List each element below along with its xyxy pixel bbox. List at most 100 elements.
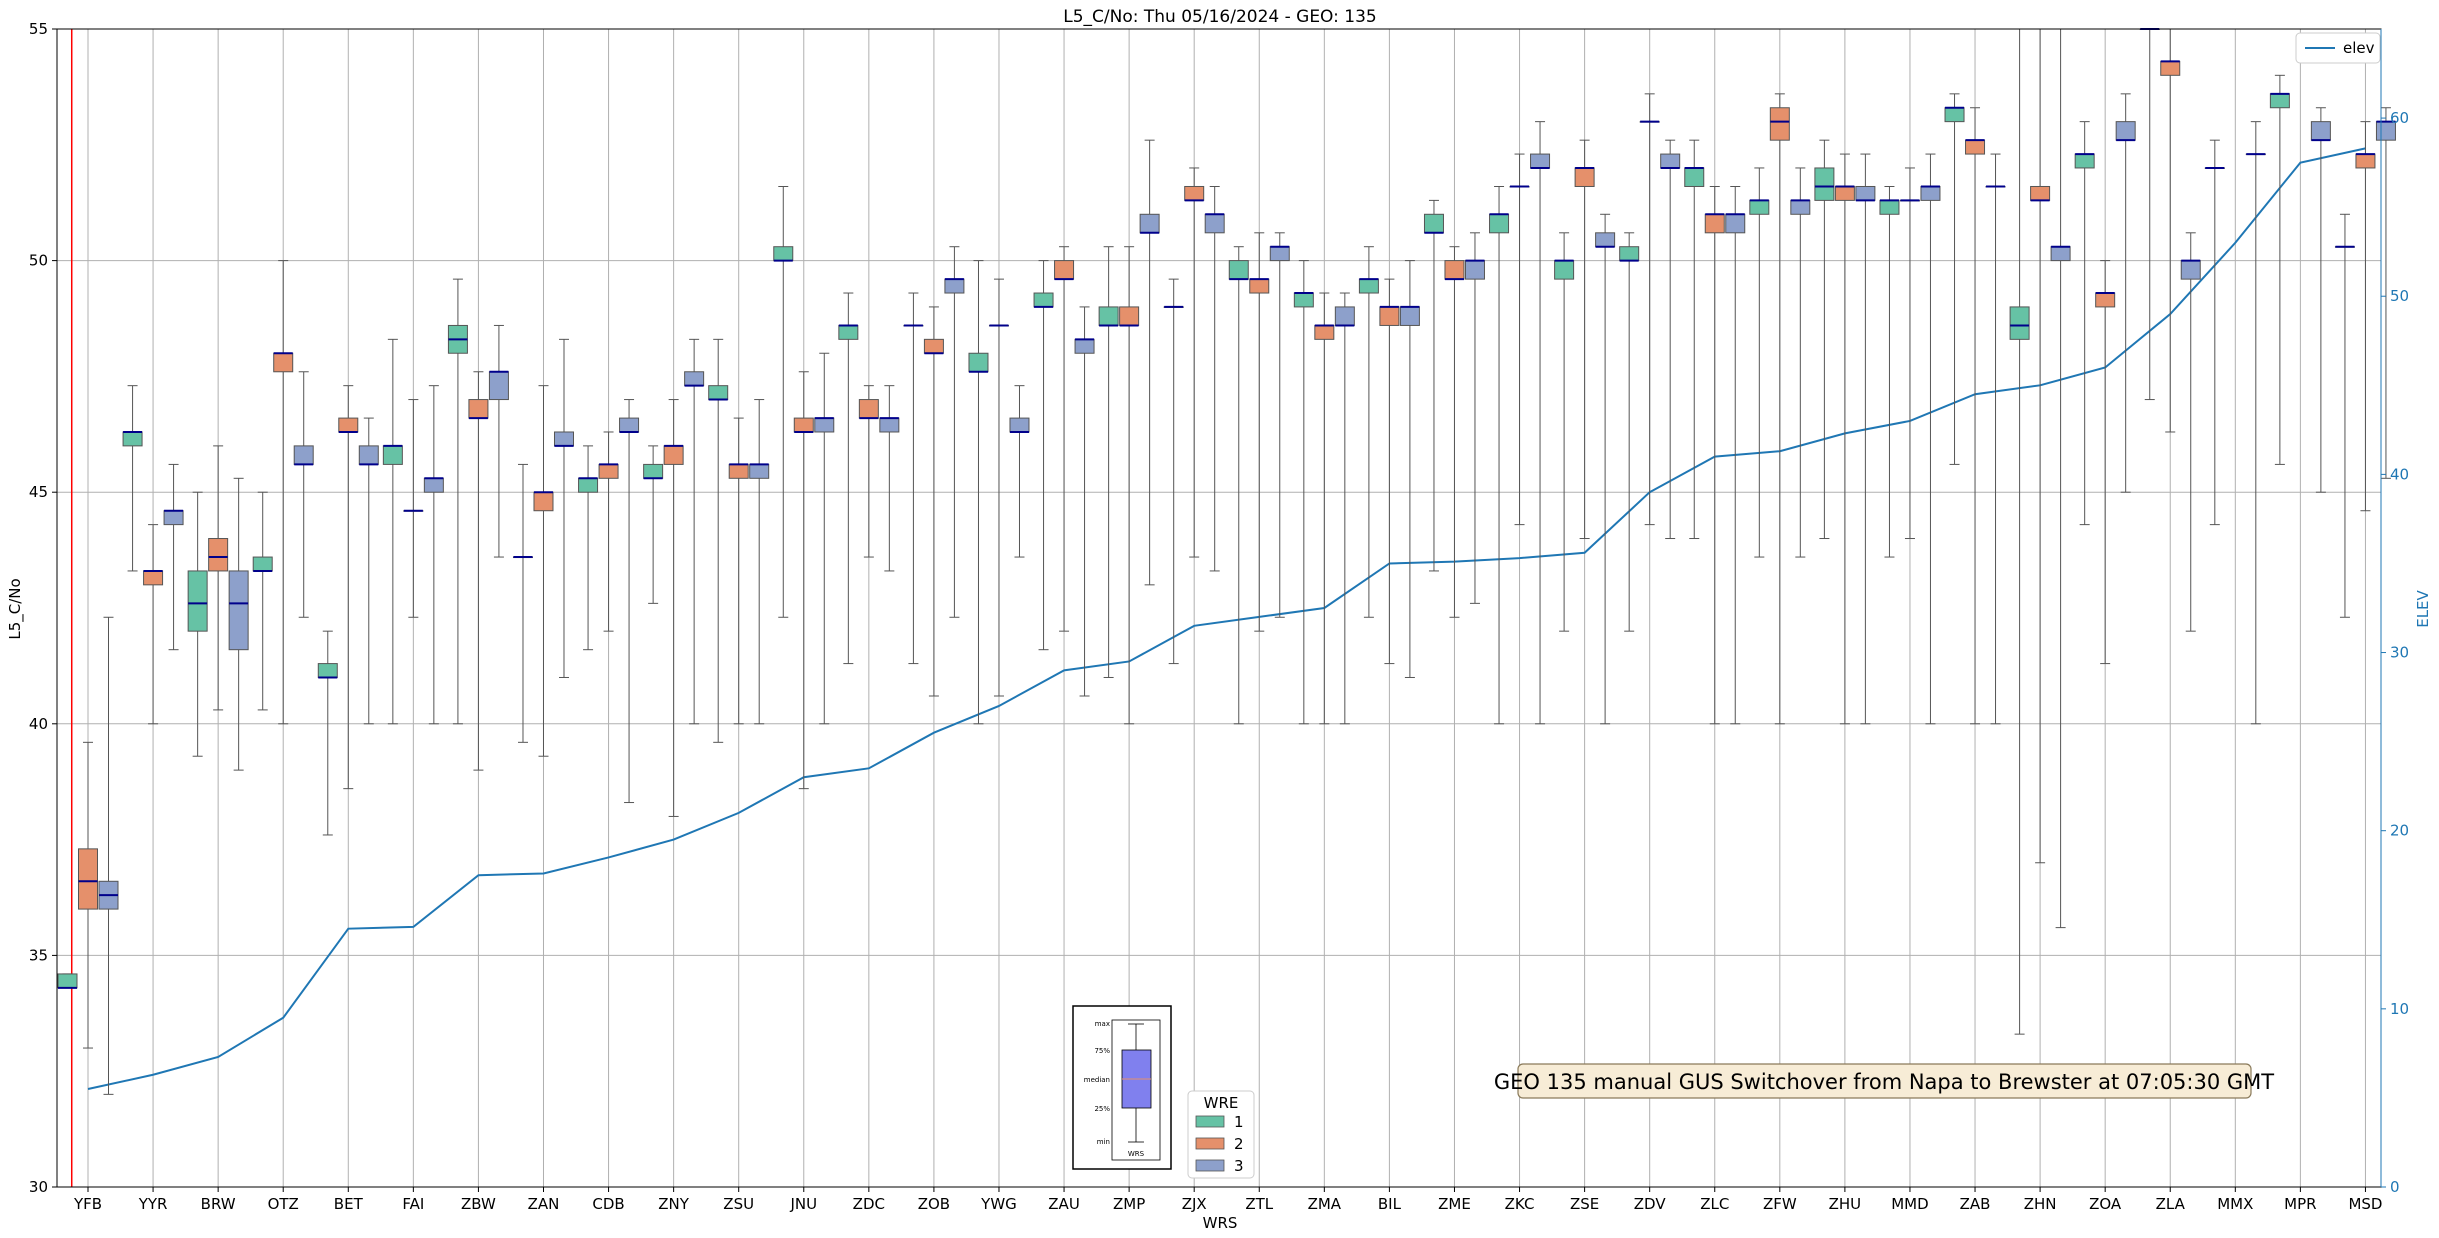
box-wre-3 [163,510,184,526]
box-wre-3 [814,417,835,433]
box-wre-1 [317,663,338,678]
key-label-median: median [1084,1076,1110,1084]
x-tick-label: ZLC [1700,1195,1729,1213]
box-wre-3 [1204,213,1225,234]
annotation-text: GEO 135 manual GUS Switchover from Napa … [1494,1070,2274,1094]
box-wre-1 [1619,246,1640,262]
x-tick-label: ZHN [2024,1195,2057,1213]
box-wre-3 [228,570,249,651]
box-wre-2 [1119,306,1140,326]
box-wre-1 [1879,199,1900,215]
x-tick-label: ZAN [528,1195,560,1213]
box-wre-2 [598,463,619,479]
x-tick-label: JNU [789,1195,817,1213]
box-wre-2 [858,399,879,419]
x-tick-label: ZTL [1245,1195,1273,1213]
x-tick-label: FAI [402,1195,424,1213]
box-wre-3 [684,371,705,387]
box-wre-3 [749,463,770,479]
box-wre-2 [1054,260,1075,280]
x-tick-label: ZMA [1308,1195,1342,1213]
x-tick-label: ZDV [1634,1195,1667,1213]
box-wre-3 [1595,232,1616,248]
box-wre-3 [553,431,574,447]
box-wre-1 [1293,292,1314,308]
box-wre-1 [773,246,794,262]
box-wre-3 [1139,213,1160,234]
y2-tick-label: 60 [2390,109,2409,127]
box-wre-1 [1814,167,1835,201]
box-wre-1 [2074,153,2095,169]
box-wre-2 [1704,213,1725,234]
box-wre-2 [533,491,554,512]
box-wre-3 [944,278,965,294]
box-wre-2 [468,399,489,419]
elev-series [87,147,2366,1090]
x-tick-label: CDB [592,1195,624,1213]
box-wre-2 [2160,60,2181,76]
box-wre-3 [2050,246,2071,262]
wre-legend-title: WRE [1204,1094,1239,1112]
x-tick-label: YFB [73,1195,102,1213]
x-tick-label: ZMP [1113,1195,1145,1213]
key-label-min: min [1097,1138,1110,1146]
box-wre-2 [2095,292,2116,308]
box-wre-3 [1074,338,1095,354]
box-wre-1 [578,477,599,493]
x-tick-label: MSD [2348,1195,2382,1213]
box-wre-1 [968,352,989,373]
box-wre-1 [1684,167,1705,187]
y-tick-label: 45 [29,483,48,501]
box-wre-1 [1358,278,1379,294]
y-tick-label: 40 [29,715,48,733]
box-wre-2 [1249,278,1270,294]
wre-legend-swatch-1 [1195,1115,1225,1128]
y2-tick-label: 10 [2390,1000,2409,1018]
elev-legend: elev [2295,32,2381,64]
box-wre-2 [1184,185,1205,201]
box-wre-1 [57,973,78,989]
box-wre-3 [879,417,900,433]
x-tick-label: ZLA [2156,1195,2186,1213]
x-tick-label: ZJX [1182,1195,1207,1213]
elev-line [87,147,2366,1090]
box-wre-3 [1855,185,1876,201]
x-tick-label: ZBW [461,1195,496,1213]
elev-legend-frame [2295,32,2381,64]
y-tick-label: 55 [29,20,48,38]
box-wre-3 [2115,121,2136,141]
box-wre-3 [2310,121,2331,141]
box-wre-2 [728,463,749,479]
x-tick-label: MPR [2284,1195,2316,1213]
x-tick-label: BET [334,1195,364,1213]
x-tick-label: MMD [1891,1195,1928,1213]
box-wre-1 [1033,292,1054,308]
box-wre-1 [1423,213,1444,234]
wre-legend-swatch-2 [1195,1137,1225,1150]
box-wre-1 [838,324,859,340]
wre-legend-label-2: 2 [1234,1135,1244,1153]
box-wre-2 [1379,306,1400,326]
x-tick-label: ZME [1438,1195,1471,1213]
elev-legend-label: elev [2343,39,2375,57]
x-tick-label: OTZ [268,1195,299,1213]
y2-tick-label: 50 [2390,287,2409,305]
box-wre-2 [338,417,359,433]
box-wre-2 [923,338,944,354]
y2-axis-title: ELEV [2414,589,2432,627]
x-tick-label: ZAB [1960,1195,1991,1213]
box-wre-1 [708,385,729,401]
y2-tick-label: 20 [2390,822,2409,840]
y-axis-title: L5_C/No [6,578,25,639]
box-wre-2 [78,848,98,910]
x-tick-label: ZKC [1505,1195,1535,1213]
x-tick-label: ZHU [1829,1195,1862,1213]
wre-legend: WRE 1 2 3 [1187,1090,1255,1179]
y-tick-label: 35 [29,946,48,964]
box-wre-3 [1009,417,1030,433]
box-plots [57,28,2396,1187]
box-wre-3 [1790,199,1811,215]
box-wre-2 [143,570,164,586]
